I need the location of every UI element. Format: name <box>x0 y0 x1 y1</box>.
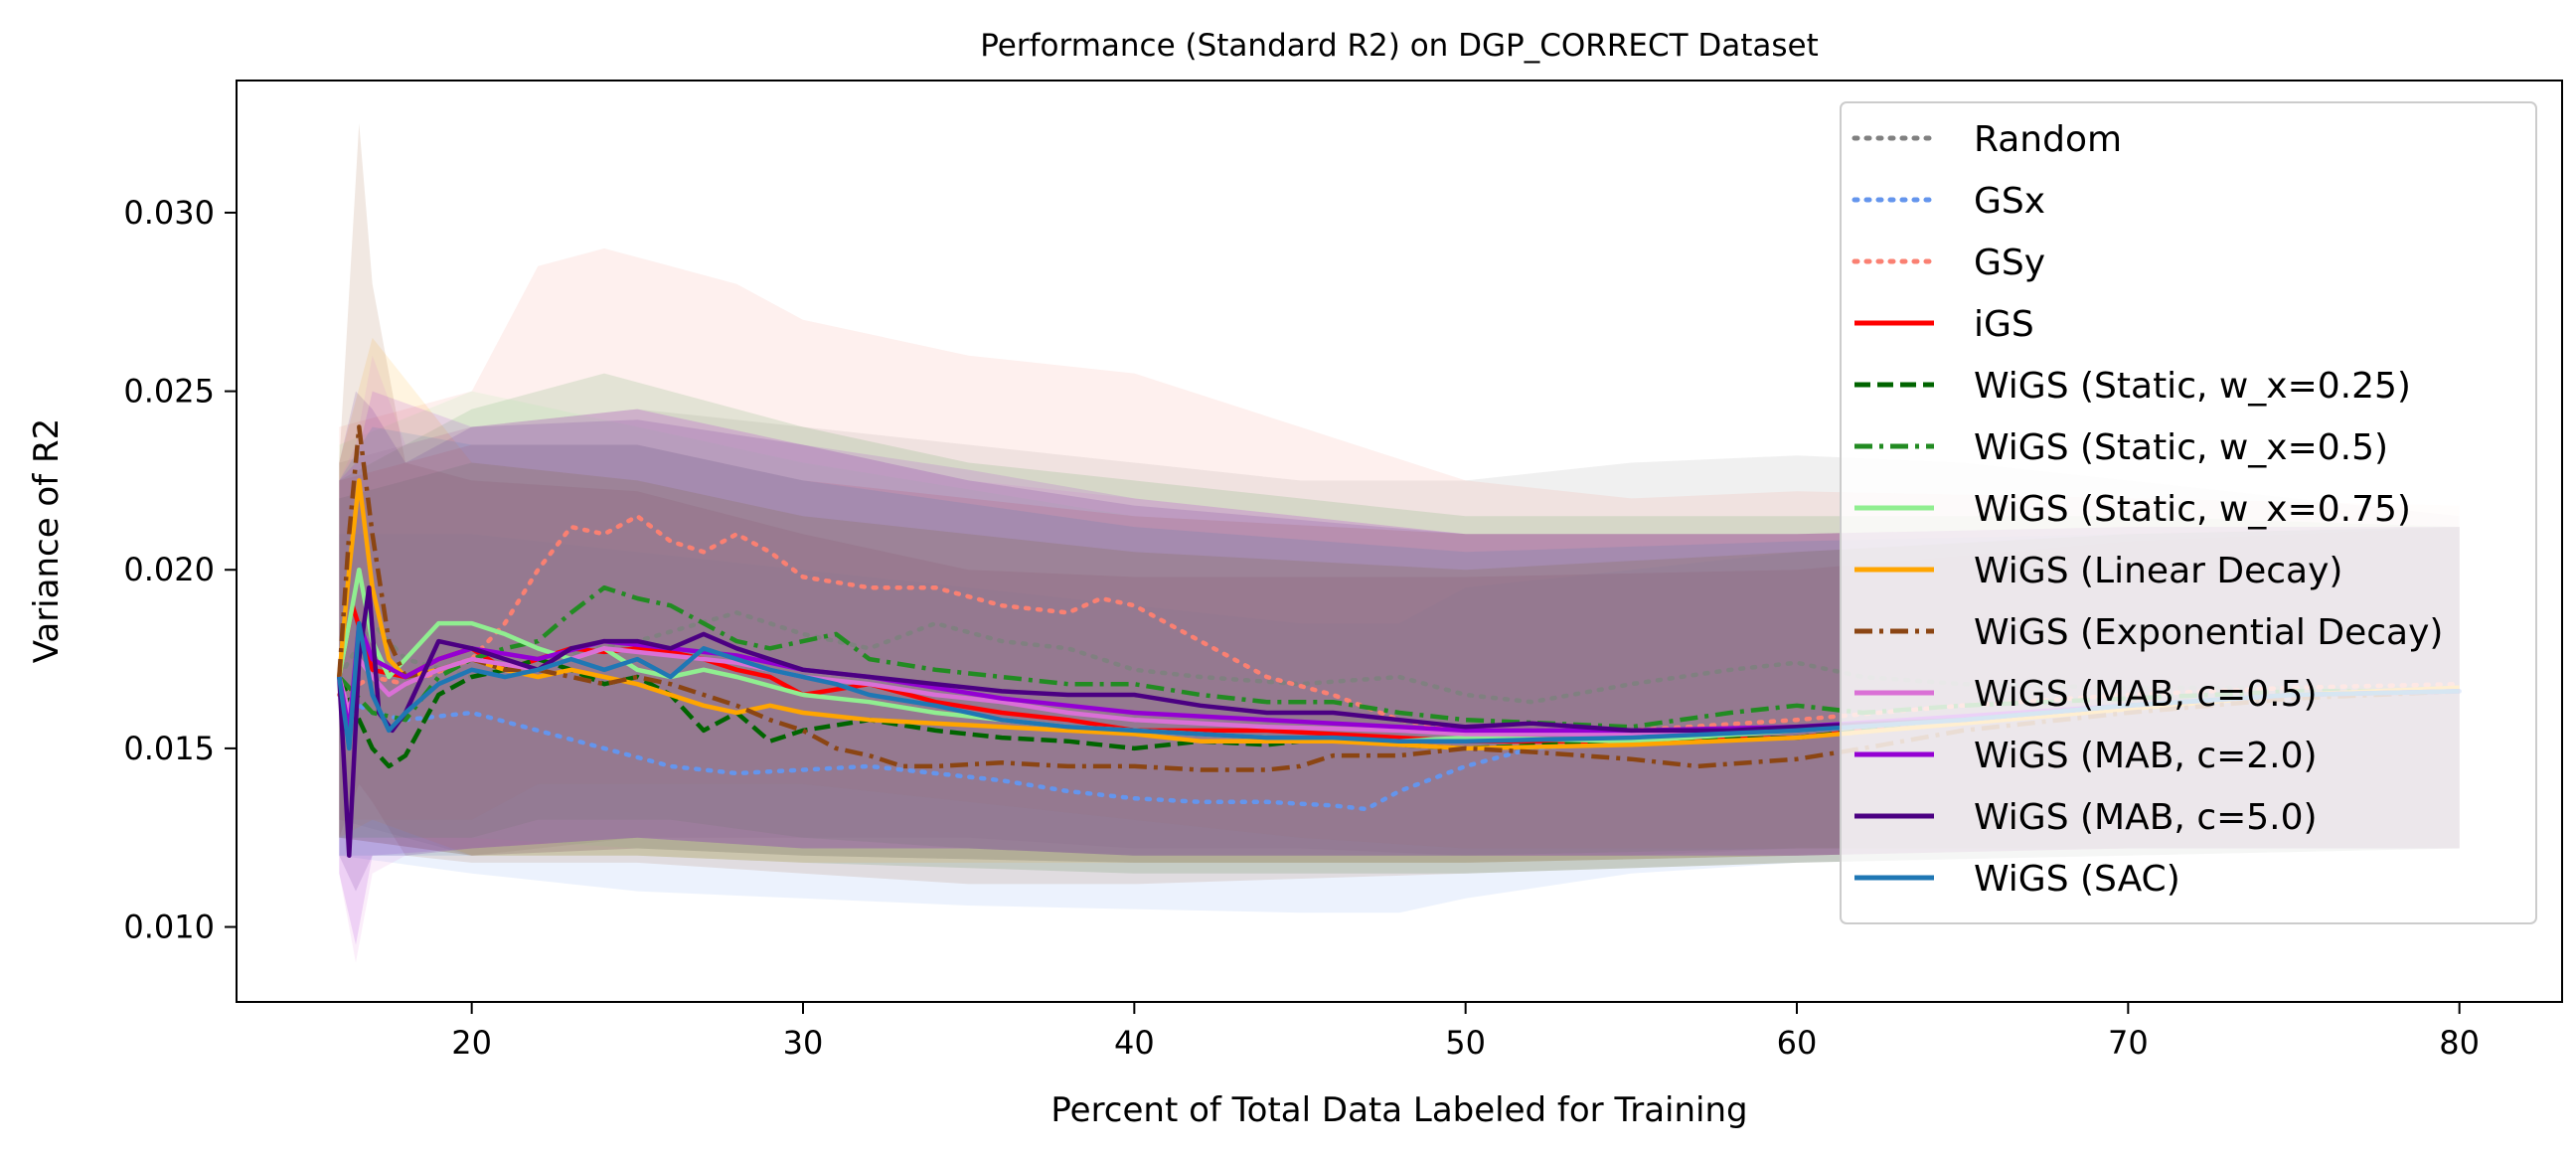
legend: Random GSx GSy iGS WiGS (Static, w_x=0.25) Wi… <box>1840 101 2537 924</box>
x-tick-label: 30 <box>783 1024 824 1062</box>
legend-label-gsx: GSx <box>1974 181 2045 222</box>
legend-label-wigs-static-w-x-0-75: WiGS (Static, w_x=0.75) <box>1974 489 2411 530</box>
legend-label-wigs-mab-c-2-0: WiGS (MAB, c=2.0) <box>1974 736 2318 776</box>
y-tick-label: 0.020 <box>123 551 215 588</box>
x-tick-label: 60 <box>1777 1024 1818 1062</box>
legend-label-igs: iGS <box>1974 304 2034 345</box>
legend-label-wigs-sac: WiGS (SAC) <box>1974 859 2180 900</box>
x-tick-label: 80 <box>2439 1024 2480 1062</box>
legend-label-wigs-static-w-x-0-25: WiGS (Static, w_x=0.25) <box>1974 366 2411 407</box>
x-axis: 20 30 40 50 60 70 80 <box>451 1002 2480 1062</box>
x-axis-label: Percent of Total Data Labeled for Traini… <box>1050 1090 1747 1130</box>
y-tick-label: 0.015 <box>123 730 215 767</box>
x-tick-label: 20 <box>451 1024 492 1062</box>
series-line-wigs-sac <box>337 620 2460 751</box>
legend-label-wigs-mab-c-0-5: WiGS (MAB, c=0.5) <box>1974 674 2318 715</box>
legend-label-gsy: GSy <box>1974 243 2045 283</box>
chart-title: Performance (Standard R2) on DGP_CORRECT… <box>980 28 1819 64</box>
x-tick-label: 70 <box>2108 1024 2149 1062</box>
series-line-wigs-static-w-x-0-5 <box>337 584 2460 730</box>
series-line-wigs-exponential-decay <box>337 424 2460 772</box>
y-tick-label: 0.010 <box>123 909 215 946</box>
legend-label-wigs-mab-c-5-0: WiGS (MAB, c=5.0) <box>1974 797 2318 838</box>
legend-label-wigs-linear-decay: WiGS (Linear Decay) <box>1974 551 2342 591</box>
series-line-wigs-static-w-x-0-75 <box>337 567 2460 744</box>
legend-label-random: Random <box>1974 119 2122 160</box>
series-line-wigs-static-w-x-0-25 <box>337 656 2460 769</box>
y-tick-label: 0.030 <box>123 194 215 232</box>
x-tick-label: 50 <box>1445 1024 1486 1062</box>
x-tick-label: 40 <box>1114 1024 1155 1062</box>
y-tick-label: 0.025 <box>123 373 215 411</box>
series-lines <box>337 424 2462 858</box>
legend-box <box>1840 101 2537 924</box>
legend-label-wigs-exponential-decay: WiGS (Exponential Decay) <box>1974 612 2443 653</box>
plot-frame <box>236 80 2563 1003</box>
y-axis-label: Variance of R2 <box>27 418 67 664</box>
series-line-wigs-mab-c-5-0 <box>337 584 2460 858</box>
legend-label-wigs-static-w-x-0-5: WiGS (Static, w_x=0.5) <box>1974 427 2388 468</box>
y-axis: 0.010 0.015 0.020 0.025 0.030 <box>123 194 237 946</box>
